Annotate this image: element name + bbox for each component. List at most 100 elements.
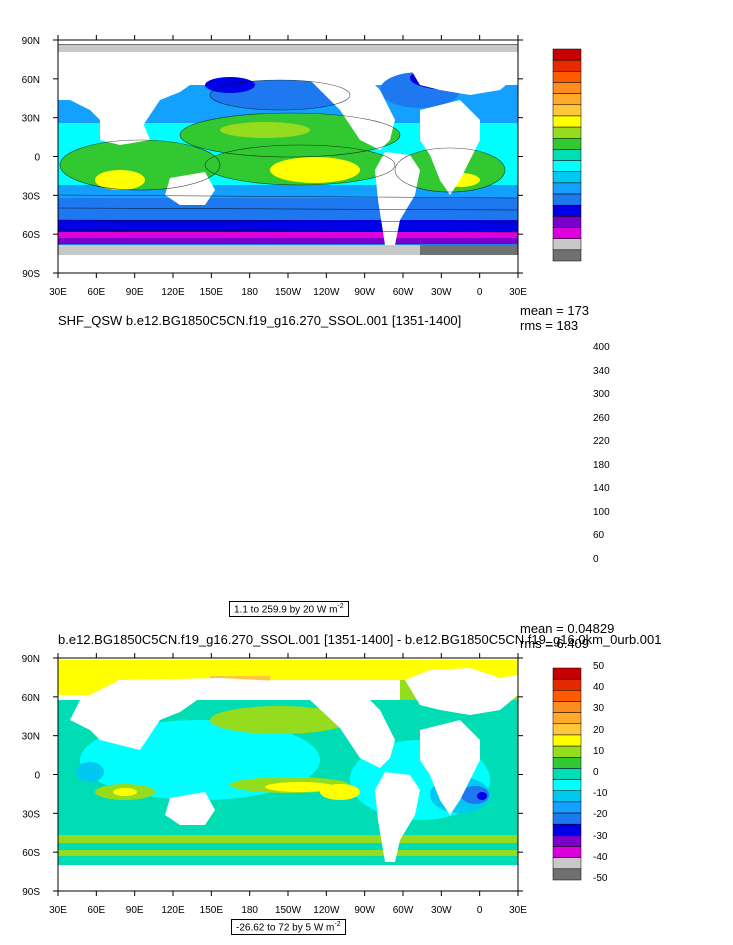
lat-tick-label: 30N <box>22 732 40 743</box>
colorbar-1 <box>552 48 582 262</box>
colorbar-label: 260 <box>593 412 610 424</box>
colorbar-label: -20 <box>593 809 608 821</box>
colorbar-swatch <box>552 734 582 747</box>
contour-range-box: 1.1 to 259.9 by 20 W m-2 <box>229 601 349 618</box>
colorbar-label: 340 <box>593 365 610 377</box>
colorbar-label: 50 <box>593 661 605 672</box>
colorbar-label: 140 <box>593 483 610 495</box>
lon-tick-label: 180 <box>241 905 258 916</box>
colorbar-swatch <box>552 801 582 814</box>
lat-tick-label: 60N <box>22 693 40 704</box>
lon-tick-label: 90E <box>126 287 144 298</box>
units-exponent: -2 <box>337 603 344 610</box>
lat-tick-label: 0 <box>34 771 40 782</box>
lat-tick-label: 60S <box>22 230 40 241</box>
colorbar-2 <box>552 667 582 881</box>
lon-tick-label: 150W <box>275 287 302 298</box>
lon-tick-label: 90W <box>354 287 375 298</box>
colorbar-label: -10 <box>593 788 608 800</box>
colorbar-swatch <box>552 868 582 881</box>
colorbar-label: 400 <box>593 342 610 353</box>
colorbar-swatch <box>552 678 582 691</box>
lon-tick-label: 90W <box>354 905 375 916</box>
ocean-field-2 <box>58 660 518 865</box>
rms-value: rms = 6.409 <box>520 636 590 651</box>
lon-tick-label: 30W <box>431 287 452 298</box>
colorbar-swatch <box>552 690 582 702</box>
colorbar-swatch <box>552 823 582 836</box>
lat-tick-label: 30N <box>22 114 40 125</box>
mean-value: mean = 173 <box>520 303 590 318</box>
colorbar-swatch <box>552 790 582 803</box>
lat-tick-label: 30S <box>22 191 40 202</box>
lon-tick-label: 30W <box>431 905 452 916</box>
colorbar-label: 220 <box>593 436 610 448</box>
contour-range-box: -26.62 to 72 by 5 W m-2 <box>231 919 346 936</box>
colorbar-swatch <box>552 757 582 769</box>
colorbar-swatch <box>552 701 582 713</box>
units-exponent: -2 <box>334 921 341 928</box>
colorbar-swatch <box>552 835 582 847</box>
colorbar-swatch <box>552 745 582 758</box>
colorbar-swatch <box>552 779 582 791</box>
lon-tick-label: 0 <box>477 905 483 916</box>
colorbar-swatch <box>552 712 582 725</box>
colorbar-label: -40 <box>593 851 608 863</box>
lon-tick-label: 150E <box>200 287 224 298</box>
rms-value: rms = 183 <box>520 318 579 333</box>
lon-tick-label: 180 <box>241 287 258 298</box>
units-text: W m <box>316 604 338 616</box>
mean-value: mean = 0.04829 <box>520 621 615 636</box>
colorbar-swatch <box>552 857 582 870</box>
colorbar-label: 0 <box>593 554 599 565</box>
lon-tick-label: 60E <box>87 905 105 916</box>
panel-title: b.e12.BG1850C5CN.f19_g16.270_SSOL.001 [1… <box>58 632 662 647</box>
colorbar-label: -50 <box>593 873 608 884</box>
colorbar-swatch <box>552 812 582 825</box>
lon-tick-label: 30E <box>49 905 67 916</box>
lon-tick-label: 30E <box>49 287 67 298</box>
colorbar-label: 60 <box>593 530 605 542</box>
lon-tick-label: 120W <box>313 287 340 298</box>
panel-1: 30E 60E 90E 120E 150E 180 150W 120W 90W 60W 30W 0 30… <box>0 0 733 618</box>
colorbar-label: 40 <box>593 682 605 694</box>
lon-tick-label: 150E <box>200 905 224 916</box>
colorbar-swatch <box>552 723 582 736</box>
range-text: 1.1 to 259.9 by 20 <box>234 604 315 616</box>
colorbar-swatch <box>552 846 582 858</box>
units-text: W m <box>313 922 335 934</box>
colorbar-swatch <box>552 667 582 680</box>
lat-tick-label: 0 <box>34 153 40 164</box>
lat-tick-label: 30S <box>22 809 40 820</box>
lon-tick-label: 90E <box>126 905 144 916</box>
lat-tick-label: 60N <box>22 75 40 86</box>
lat-tick-label: 90N <box>22 36 40 47</box>
lon-tick-label: 60W <box>393 287 414 298</box>
colorbar-label: 0 <box>593 767 599 778</box>
lon-tick-label: 120E <box>161 905 185 916</box>
colorbar-label: 20 <box>593 724 605 736</box>
continents-2 <box>58 668 518 891</box>
colorbar-swatch <box>552 768 582 780</box>
colorbar-label: 100 <box>593 506 610 518</box>
colorbar-label: 180 <box>593 459 610 471</box>
map-1: 30E 60E 90E 120E 150E 180 150W 120W 90W 60W 30W 0 30… <box>22 35 582 298</box>
lon-tick-label: 30E <box>509 905 527 916</box>
lat-tick-label: 60S <box>22 848 40 859</box>
lon-tick-label: 30E <box>509 287 527 298</box>
continents-1 <box>58 45 518 273</box>
lat-tick-label: 90N <box>22 654 40 665</box>
colorbar-swatch <box>552 249 582 262</box>
lon-tick-label: 60W <box>393 905 414 916</box>
lon-tick-label: 120E <box>161 287 185 298</box>
panel-title: SHF_QSW b.e12.BG1850C5CN.f19_g16.270_SSO… <box>58 313 462 328</box>
lon-tick-label: 120W <box>313 905 340 916</box>
colorbar-label: 300 <box>593 389 610 401</box>
lon-tick-label: 0 <box>477 287 483 298</box>
colorbar-label: 30 <box>593 703 605 715</box>
lat-tick-label: 90S <box>22 887 40 898</box>
lat-tick-label: 90S <box>22 269 40 280</box>
colorbar-label: 10 <box>593 745 605 757</box>
